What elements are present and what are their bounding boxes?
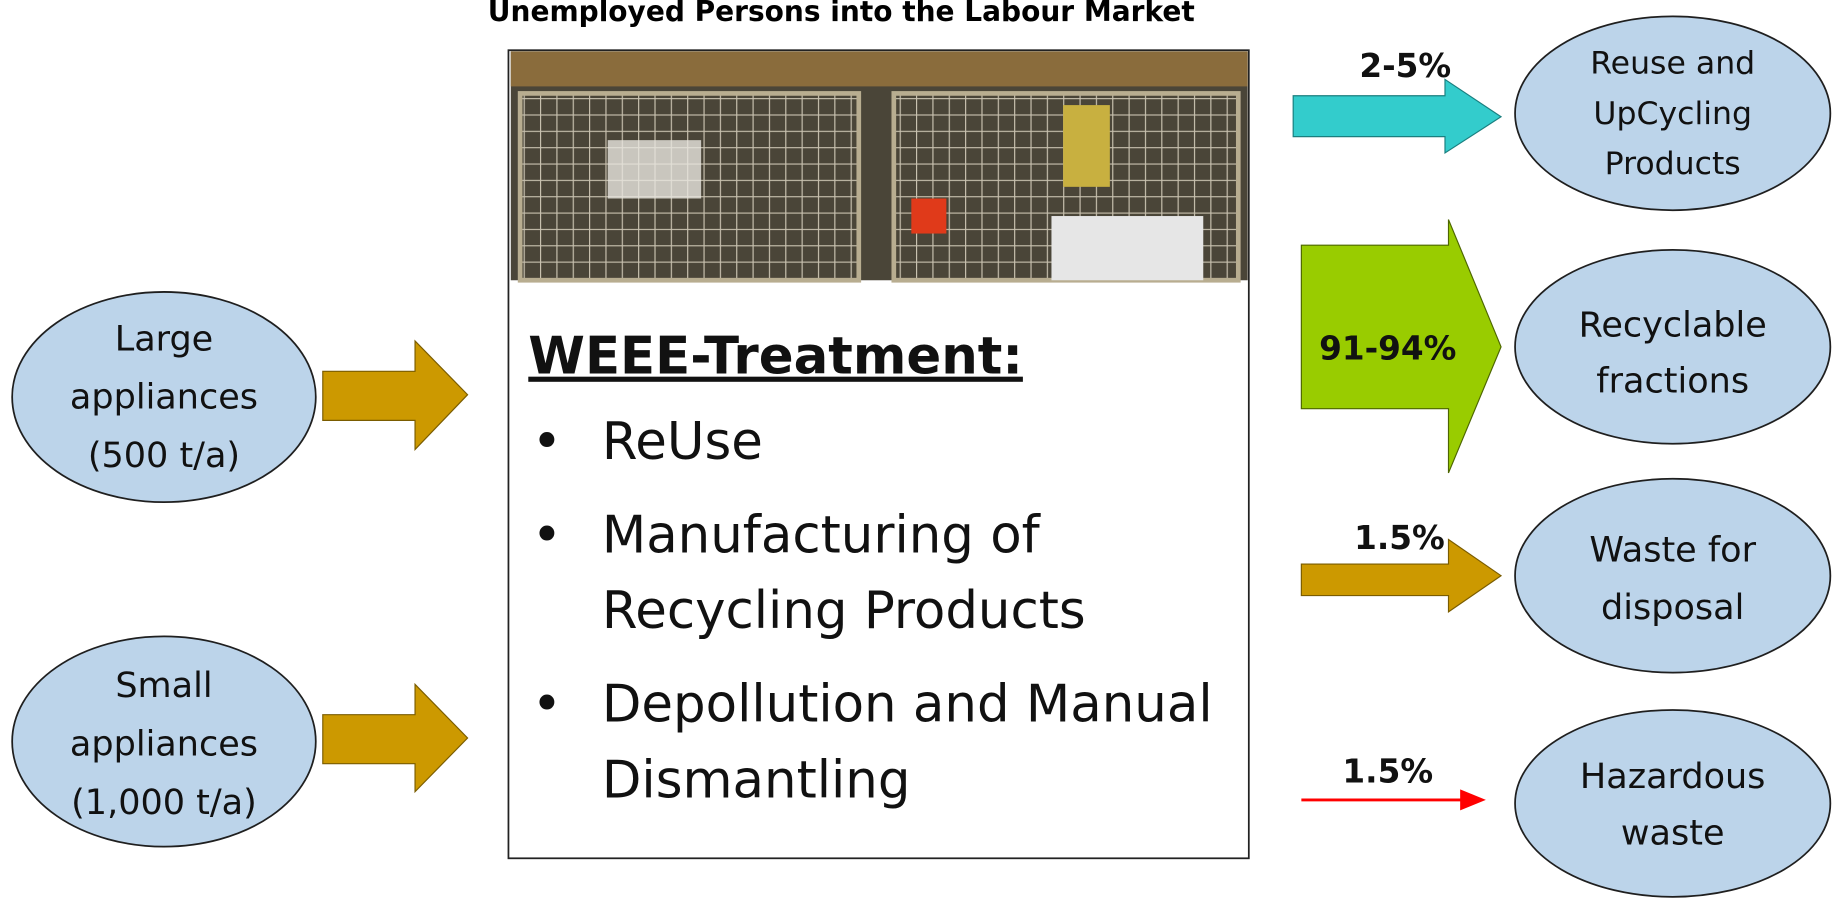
output-arrow <box>1292 78 1503 155</box>
output-label: fractions <box>1596 360 1749 401</box>
input-node <box>11 635 317 848</box>
output-node <box>1514 249 1832 445</box>
output-label: Products <box>1605 146 1741 182</box>
input-label: Small <box>115 665 212 706</box>
output-label: Hazardous <box>1580 756 1766 797</box>
output-label: Reuse and <box>1590 46 1755 82</box>
output-percent: 1.5% <box>1354 519 1445 557</box>
output-label: disposal <box>1601 587 1744 628</box>
input-label: Large <box>115 318 214 359</box>
input-arrow <box>322 339 469 452</box>
output-percent: 91-94% <box>1319 330 1456 368</box>
output-percent: 1.5% <box>1342 752 1433 790</box>
title: Unemployed Persons into the Labour Marke… <box>488 0 1195 28</box>
output-label: UpCycling <box>1593 96 1752 132</box>
bullet: • <box>532 675 562 735</box>
input-node <box>11 291 317 504</box>
input-label: (1,000 t/a) <box>71 782 257 823</box>
treatment-item: Manufacturing of <box>602 505 1042 565</box>
treatment-item: ReUse <box>602 412 763 472</box>
output-label: Recyclable <box>1579 304 1767 345</box>
output-label: waste <box>1621 812 1725 853</box>
bullet: • <box>532 412 562 472</box>
output-arrow <box>1300 219 1502 474</box>
output-node <box>1514 15 1832 212</box>
treatment-item: Depollution and Manual <box>602 675 1213 735</box>
treatment-heading: WEEE-Treatment: <box>528 327 1023 387</box>
input-label: (500 t/a) <box>88 435 240 476</box>
output-arrowhead <box>1460 789 1486 811</box>
treatment-item: Dismantling <box>602 751 911 811</box>
output-label: Waste for <box>1589 530 1756 571</box>
treatment-item: Recycling Products <box>602 581 1086 641</box>
output-node <box>1514 477 1832 674</box>
input-label: appliances <box>70 377 258 418</box>
output-node <box>1514 709 1832 898</box>
photo <box>510 51 1248 283</box>
output-percent: 2-5% <box>1359 47 1451 85</box>
input-label: appliances <box>70 724 258 765</box>
bullet: • <box>532 505 562 565</box>
input-arrow <box>322 682 469 794</box>
output-arrow <box>1300 538 1503 614</box>
